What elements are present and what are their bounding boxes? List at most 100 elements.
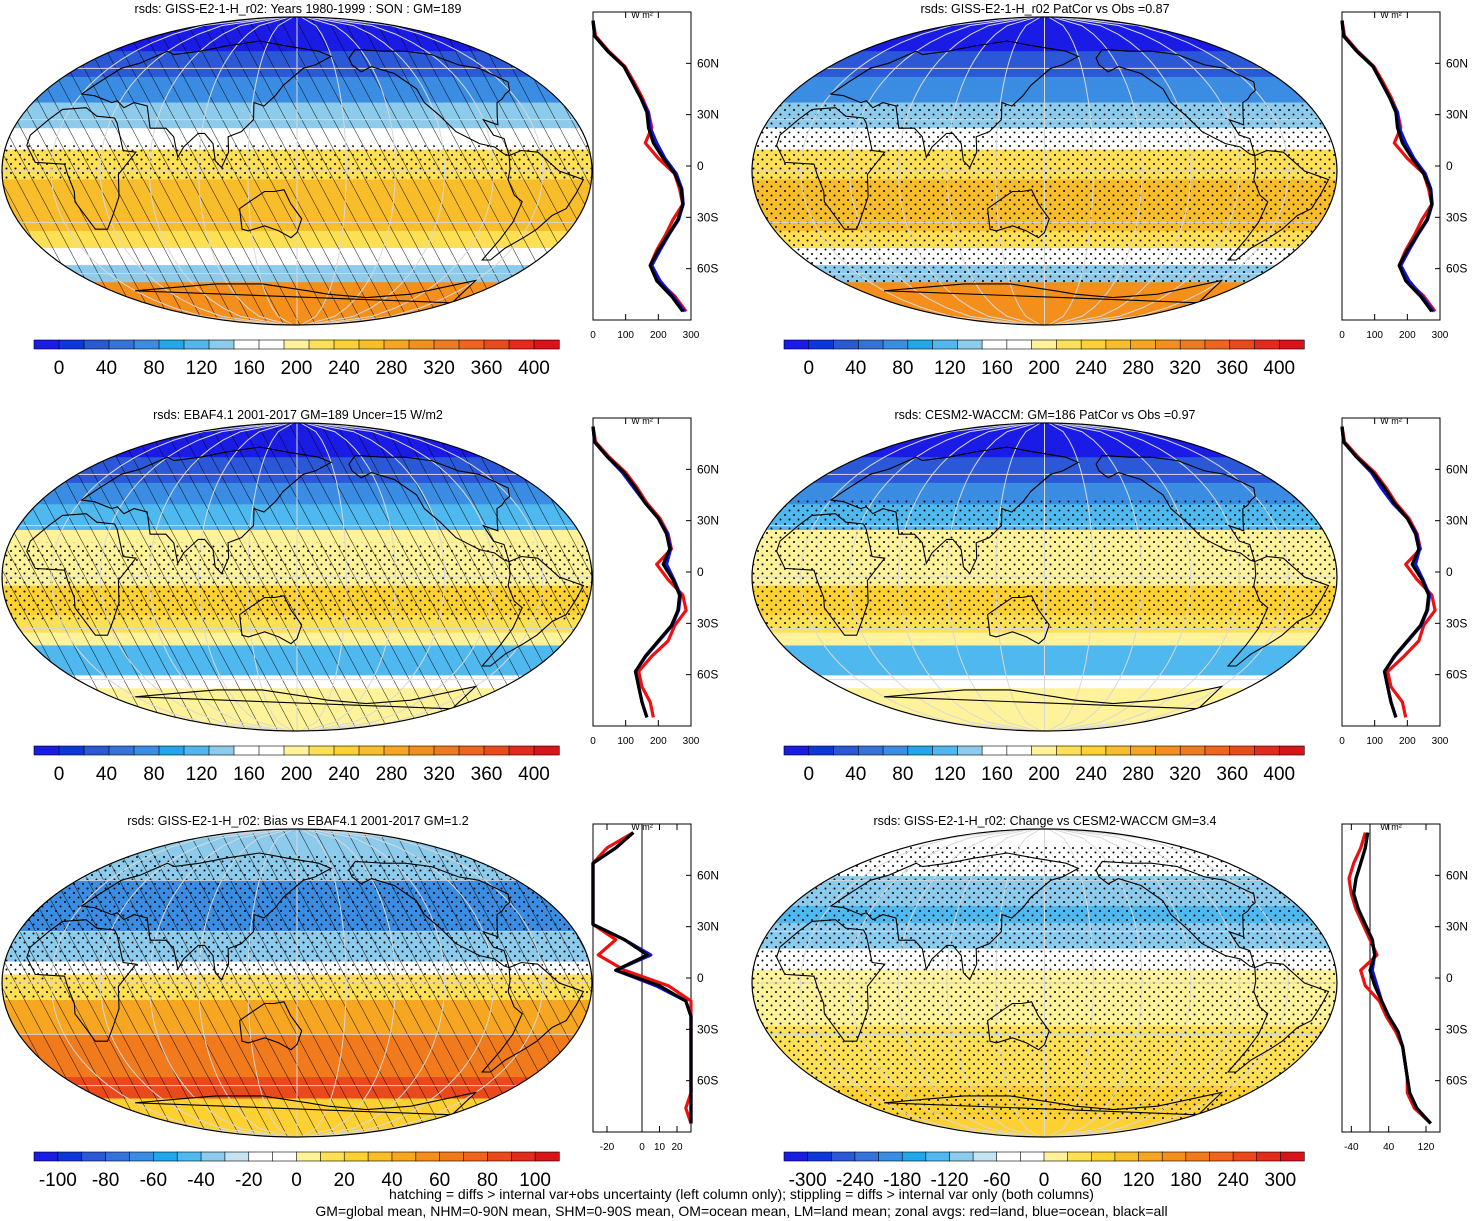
colorbar-swatch bbox=[1138, 1151, 1163, 1162]
zonal-series-ocean bbox=[591, 426, 683, 718]
colorbar-label: 160 bbox=[233, 358, 265, 379]
colorbar-label: 400 bbox=[1263, 764, 1295, 785]
map-color-band bbox=[752, 111, 1337, 116]
map-color-band bbox=[2, 718, 592, 724]
map-color-band bbox=[2, 29, 592, 35]
map-color-band bbox=[752, 1004, 1337, 1010]
map-color-band bbox=[752, 893, 1337, 899]
map-color-band bbox=[2, 265, 592, 270]
zonal-value-label: 200 bbox=[650, 330, 667, 341]
map-color-band bbox=[2, 927, 592, 933]
colorbar-swatch bbox=[308, 745, 335, 756]
map-frame bbox=[1, 828, 593, 1138]
colorbar-swatch bbox=[367, 1151, 393, 1162]
colorbar-swatch bbox=[58, 339, 85, 350]
zonal-lat-label: 30S bbox=[1446, 616, 1467, 630]
map-color-band bbox=[2, 696, 592, 702]
map-color-band bbox=[752, 602, 1337, 608]
zonal-lat-label: 30S bbox=[697, 616, 718, 630]
coastline-samerica bbox=[480, 555, 585, 667]
colorbar-swatch bbox=[183, 339, 210, 350]
map-color-band bbox=[2, 931, 592, 937]
zonal-lat-label: 30S bbox=[1446, 210, 1467, 224]
map-color-band bbox=[2, 209, 592, 215]
zonal-lat-label: 30S bbox=[697, 1022, 718, 1036]
map-color-band bbox=[752, 1081, 1337, 1087]
map-color-band bbox=[752, 1064, 1337, 1070]
map-color-band bbox=[2, 598, 592, 604]
map-color-band bbox=[752, 666, 1337, 672]
map-color-band bbox=[752, 132, 1337, 138]
colorbar-swatch bbox=[200, 1151, 226, 1162]
coastline-africa bbox=[776, 107, 886, 230]
map-color-band bbox=[2, 906, 592, 911]
colorbar-label: 0 bbox=[803, 358, 814, 379]
coastline-africa bbox=[26, 919, 137, 1042]
colorbar-label: 280 bbox=[1122, 358, 1154, 379]
colorbar-swatch bbox=[1080, 339, 1107, 350]
colorbar-swatch bbox=[1278, 339, 1305, 350]
zonal-unit-label: W m² bbox=[1380, 822, 1402, 832]
map-color-band bbox=[752, 179, 1337, 185]
map-color-band bbox=[2, 935, 592, 941]
colorbar-label: 200 bbox=[281, 358, 313, 379]
panel-title: rsds: GISS-E2-1-H_r02: Change vs CESM2-W… bbox=[873, 814, 1217, 828]
zonal-series-ocean bbox=[591, 20, 686, 313]
map-color-band bbox=[752, 991, 1337, 997]
map-color-band bbox=[2, 423, 592, 428]
zonal-series-ocean bbox=[1340, 426, 1432, 718]
map-color-band bbox=[2, 1034, 592, 1040]
zonal-value-label: 200 bbox=[1399, 330, 1416, 341]
colorbar-swatch bbox=[1006, 745, 1033, 756]
map-color-band bbox=[2, 260, 592, 266]
colorbar-label: 200 bbox=[281, 764, 313, 785]
colorbar-swatch bbox=[57, 1151, 83, 1162]
map-color-band bbox=[752, 641, 1337, 647]
map-color-band bbox=[2, 1081, 592, 1087]
coastline-australia bbox=[239, 189, 303, 239]
map-color-band bbox=[2, 841, 592, 847]
map-color-band bbox=[752, 1030, 1337, 1035]
map-color-band bbox=[752, 94, 1337, 99]
colorbar-swatch bbox=[1278, 745, 1305, 756]
colorbar-swatch bbox=[272, 1151, 298, 1162]
map-color-band bbox=[2, 222, 592, 228]
coastline-asia bbox=[829, 446, 1080, 575]
coastline-samerica bbox=[480, 961, 585, 1073]
zonal-value-label: -20 bbox=[600, 1142, 615, 1153]
map-color-band bbox=[752, 452, 1337, 458]
zonal-value-label: 300 bbox=[683, 736, 700, 747]
map-color-band bbox=[752, 829, 1337, 834]
coastline-antarctica bbox=[135, 279, 478, 304]
map-color-band bbox=[2, 248, 592, 253]
map-color-band bbox=[752, 953, 1337, 958]
zonal-lat-label: 60S bbox=[697, 262, 718, 276]
colorbar-swatch bbox=[333, 339, 360, 350]
colorbar-label: 360 bbox=[1216, 764, 1248, 785]
colorbar-label: 280 bbox=[376, 358, 408, 379]
colorbar-swatch bbox=[783, 745, 810, 756]
panel-title: rsds: GISS-E2-1-H_r02: Years 1980-1999 :… bbox=[134, 2, 462, 16]
map-color-band bbox=[752, 846, 1337, 851]
colorbar-swatch bbox=[1254, 745, 1280, 756]
map-color-band bbox=[2, 1111, 592, 1117]
colorbar-label: 320 bbox=[423, 358, 455, 379]
map-color-band bbox=[752, 427, 1337, 433]
colorbar-label: 160 bbox=[981, 358, 1013, 379]
map-color-band bbox=[752, 718, 1337, 724]
map-color-band bbox=[752, 299, 1337, 305]
map-color-band bbox=[2, 1030, 592, 1035]
coastline-africa bbox=[776, 513, 886, 636]
map-color-band bbox=[752, 286, 1337, 292]
colorbar-swatch bbox=[1031, 745, 1057, 756]
map-color-band bbox=[2, 948, 592, 954]
map-color-band bbox=[2, 290, 592, 296]
colorbar-swatch bbox=[283, 745, 310, 756]
zonal-value-label: 100 bbox=[617, 330, 634, 341]
map-color-band bbox=[752, 1119, 1337, 1125]
colorbar-swatch bbox=[415, 1151, 441, 1162]
map-color-band bbox=[752, 978, 1337, 984]
zonal-series-land bbox=[1347, 832, 1432, 1125]
coastline-antarctica bbox=[884, 685, 1224, 710]
map-color-band bbox=[752, 555, 1337, 561]
